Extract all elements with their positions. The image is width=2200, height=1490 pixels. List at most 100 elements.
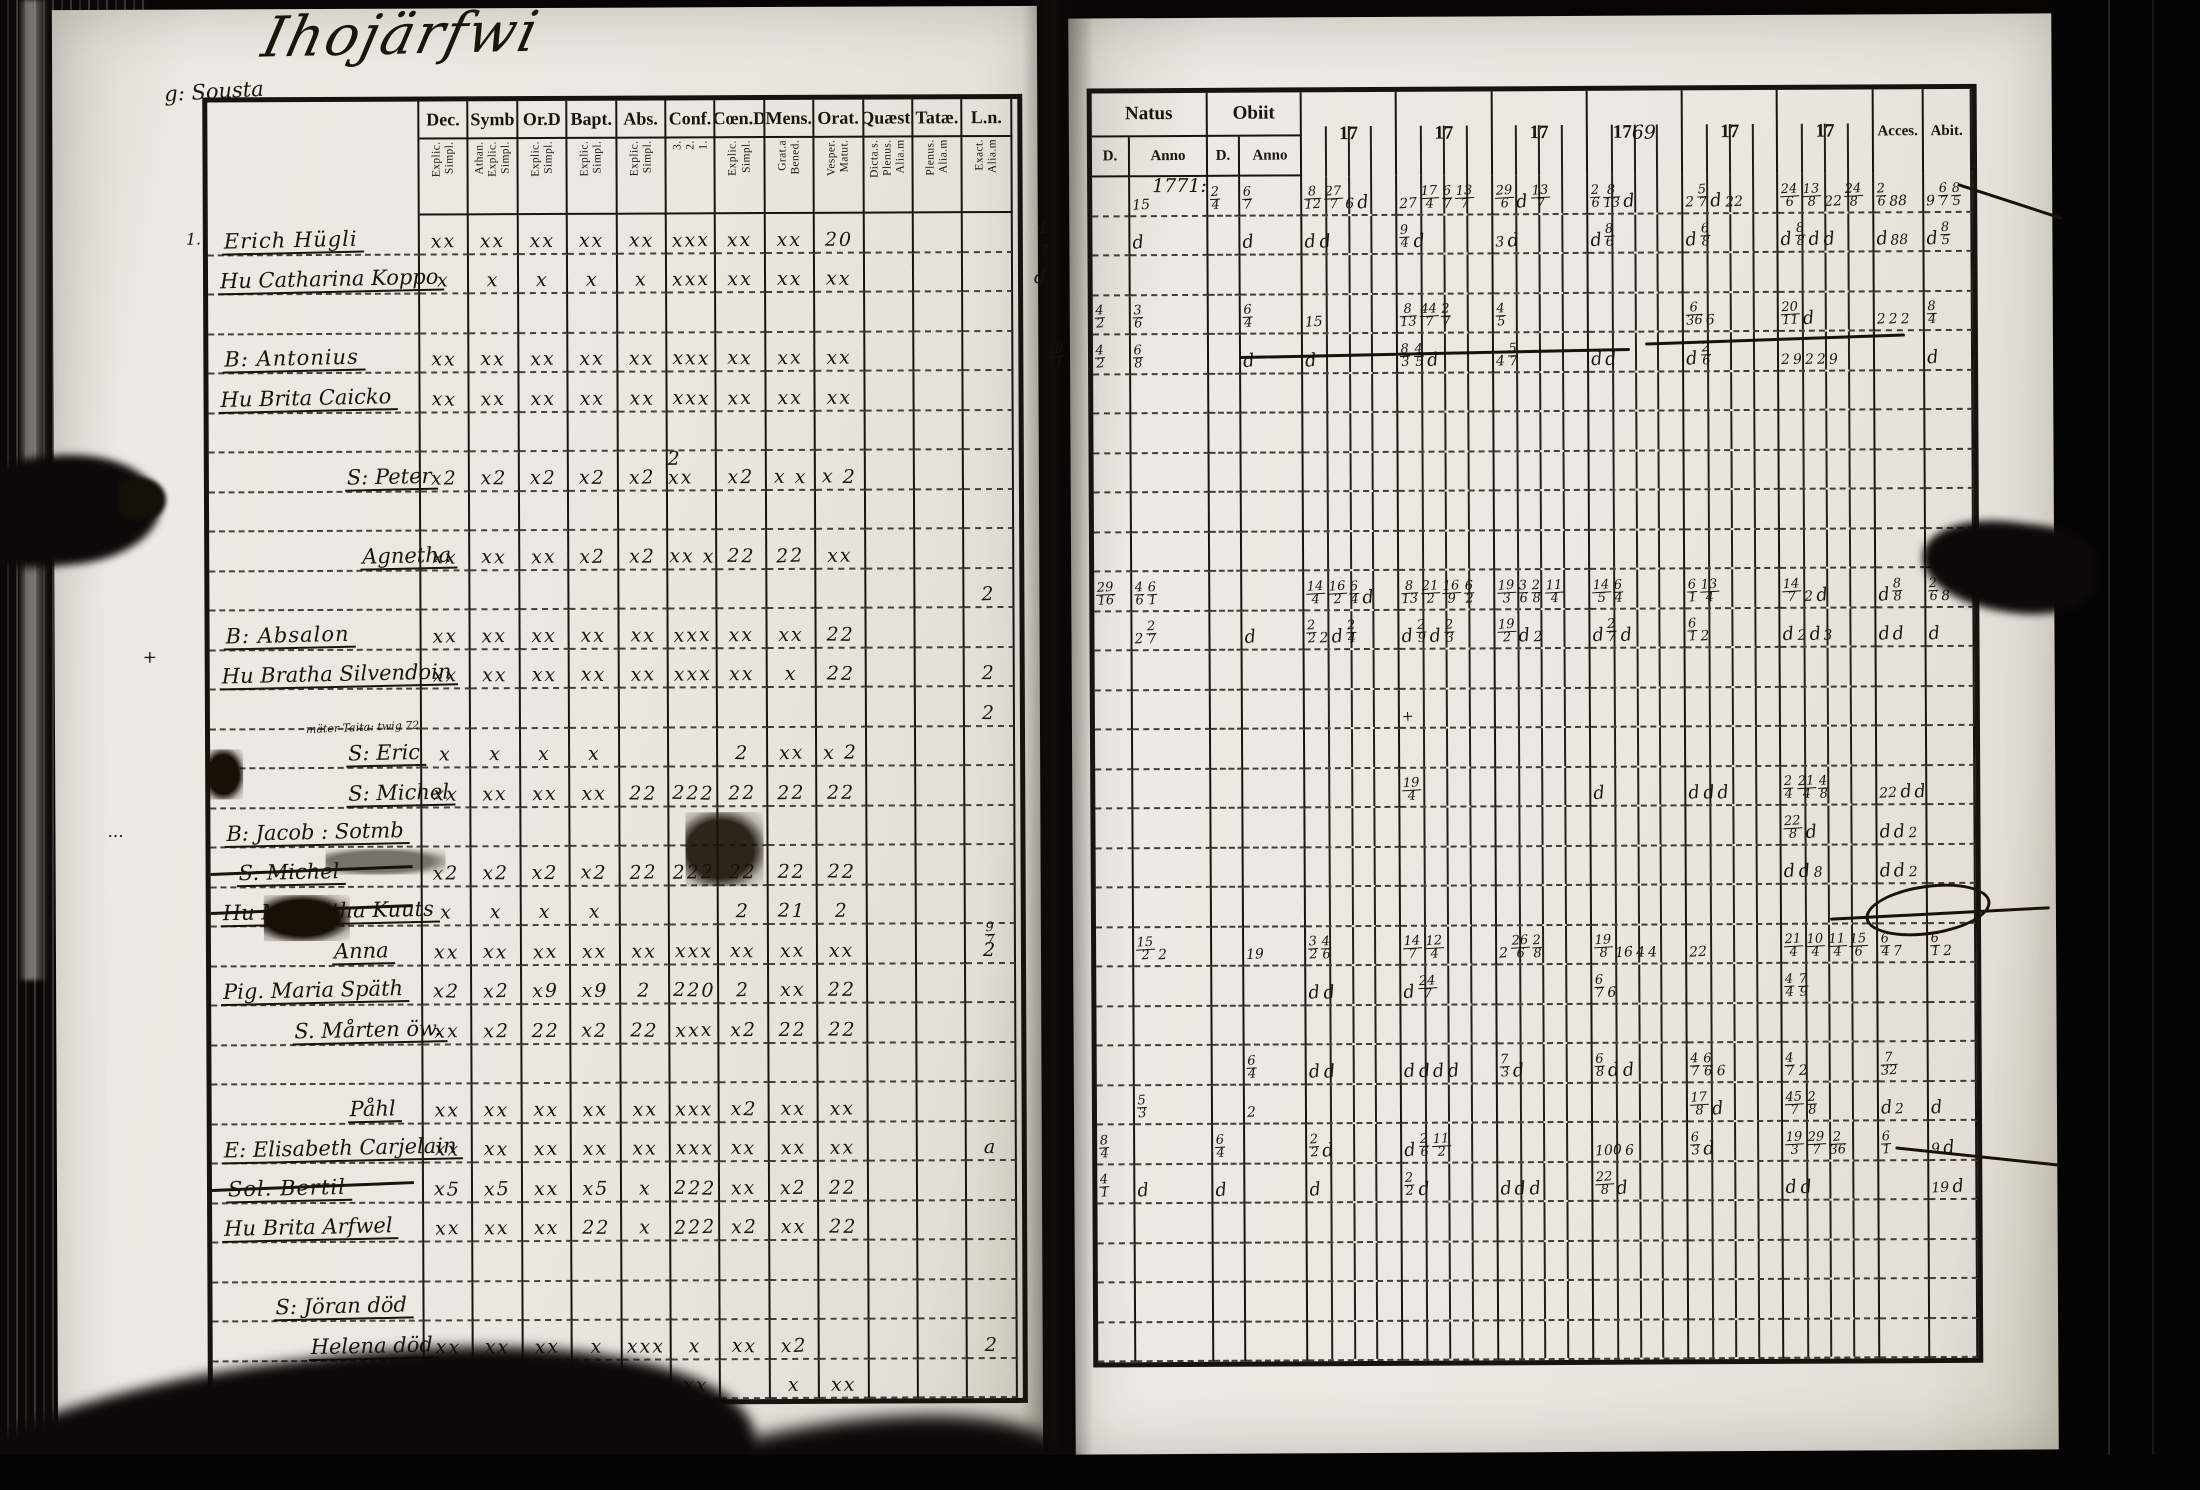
fraction-denominator: 4 <box>1430 947 1440 963</box>
record-cell-oa <box>1242 689 1305 730</box>
mark-cell <box>865 489 916 530</box>
record-cell-od <box>1211 808 1244 849</box>
year-header: 17 <box>1492 90 1588 176</box>
ditto-mark: d <box>1034 267 1046 288</box>
handwritten-number: 9 <box>1792 351 1803 368</box>
date-fraction: 14 7 <box>1782 576 1802 605</box>
fraction-denominator: 7 <box>1535 196 1546 212</box>
fraction-denominator: 2 <box>1310 1145 1320 1161</box>
record-cell-na <box>1135 1203 1214 1244</box>
handwritten-number: 4 <box>1647 944 1658 962</box>
examination-marks: xx <box>829 1096 856 1120</box>
mark-cell <box>521 807 571 848</box>
ditto-mark: d <box>1517 624 1532 647</box>
record-cell-y4 <box>1593 1319 1690 1360</box>
record-cell-nd <box>1095 888 1135 928</box>
mark-cell <box>816 490 866 530</box>
record-cell-na <box>1133 769 1212 810</box>
record-cell-nd <box>1097 1283 1137 1323</box>
mark-cell: 222 <box>670 1162 721 1202</box>
record-cell-y5 <box>1685 647 1782 688</box>
mark-cell: 20 <box>814 213 865 254</box>
examination-marks: xxx <box>671 386 711 410</box>
mark-cell: 22 <box>717 530 768 570</box>
table-row-name: 1. Erich Hügli <box>186 215 420 256</box>
mark-cell <box>815 292 865 333</box>
examination-marks: x2 <box>730 1215 758 1239</box>
mark-cell <box>816 569 866 609</box>
mark-cell <box>424 1242 474 1283</box>
record-cell-y2 <box>1398 451 1495 492</box>
examination-marks: xx <box>827 543 853 567</box>
mark-cell <box>667 411 718 452</box>
examination-marks: x <box>634 268 648 291</box>
scan-scratch <box>2152 0 2154 1490</box>
date-fraction: 19 4 <box>1401 776 1422 805</box>
record-cell-od <box>1214 1322 1247 1362</box>
table-row-name: B: Absalon <box>209 610 422 651</box>
ditto-mark: d <box>1515 190 1529 213</box>
mark-cell <box>918 1358 969 1399</box>
record-cell-y2 <box>1401 886 1497 927</box>
mark-cell: xx <box>767 727 818 768</box>
mark-cell <box>720 1241 771 1281</box>
date-fraction: 24 8 <box>1843 181 1864 210</box>
examination-marks: 22 <box>630 1018 659 1042</box>
mark-cell <box>472 1044 523 1085</box>
fraction-denominator: 4 <box>1350 592 1360 608</box>
ditto-mark: d <box>1131 231 1146 254</box>
record-cell-y3 <box>1497 1083 1593 1124</box>
table-row-name: Agnetha <box>209 531 458 572</box>
examination-marks: xx <box>631 940 657 963</box>
record-cell-y5 <box>1686 845 1783 886</box>
fraction-denominator: 1 <box>1688 590 1698 606</box>
fraction-denominator: 7 <box>1938 193 1948 210</box>
record-cell-y6: 19 3 29 7 2 36 <box>1783 1121 1880 1162</box>
mark-cell: xx <box>518 214 569 255</box>
mark-cell <box>621 1280 672 1321</box>
record-cell-y6 <box>1780 489 1876 530</box>
examination-marks: x 2 <box>823 741 859 765</box>
record-cell-y3: 2 26 6 2 8 <box>1496 925 1593 966</box>
record-cell-na <box>1131 413 1210 454</box>
handwritten-number: 2 <box>1907 824 1918 842</box>
mark-cell: xx <box>621 1122 671 1163</box>
examination-marks: xx <box>629 663 657 687</box>
fraction-denominator: 4 <box>1400 236 1410 252</box>
record-cell-y3 <box>1496 885 1592 926</box>
mark-cell: xx <box>617 332 668 373</box>
mark-cell: xx <box>422 926 473 967</box>
mark-cell: xx <box>815 332 865 372</box>
record-cell-y2 <box>1400 807 1497 848</box>
record-cell-y3 <box>1497 1122 1594 1163</box>
ditto-mark: d <box>1498 1177 1513 1200</box>
person-name: Anna <box>331 938 395 965</box>
mark-cell <box>868 1279 919 1320</box>
mark-cell: 22 <box>816 648 867 688</box>
examination-marks: x <box>787 1373 801 1397</box>
record-cell-ac <box>1879 1200 1930 1240</box>
date-fraction: 8 13 <box>1400 578 1419 607</box>
mark-cell: x <box>568 254 618 294</box>
mark-cell <box>769 1043 819 1084</box>
examination-marks: xx <box>779 938 806 962</box>
record-cell-y5 <box>1688 1240 1785 1281</box>
mark-cell: xxx <box>666 214 717 254</box>
date-fraction: 13 7 <box>1454 183 1474 212</box>
mark-cell: xx <box>421 531 471 572</box>
record-cell-ac <box>1875 410 1926 450</box>
mark-cell <box>766 490 817 531</box>
mark-cell <box>667 293 717 333</box>
examination-marks: xx <box>581 782 607 805</box>
record-cell-y3 <box>1495 806 1592 847</box>
ditto-mark: d <box>1402 1059 1417 1082</box>
